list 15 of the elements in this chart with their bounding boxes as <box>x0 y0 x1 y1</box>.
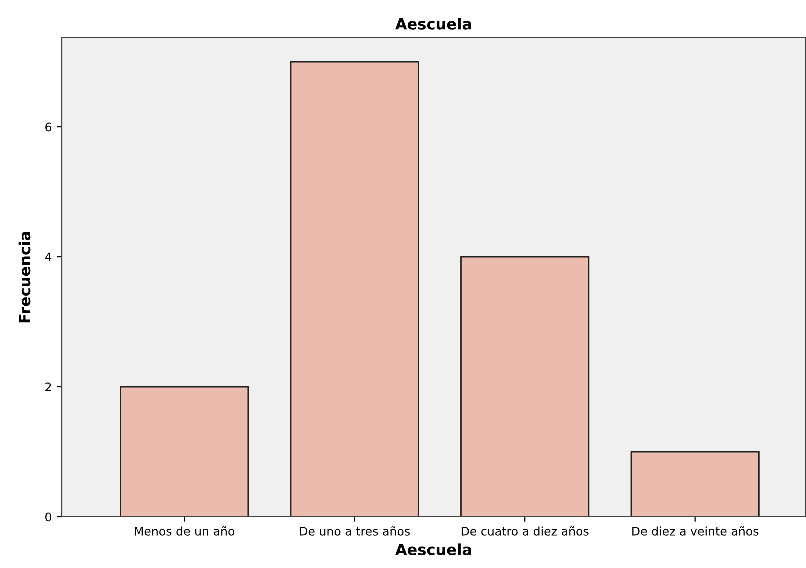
y-axis-title: Frecuencia <box>18 232 31 323</box>
x-axis-title: Aescuela <box>396 544 472 556</box>
y-tick-label: 0 <box>46 512 52 522</box>
bar <box>120 386 250 517</box>
x-tick-label: De cuatro a diez años <box>462 526 589 536</box>
bar <box>630 451 760 517</box>
y-tick-label: 4 <box>45 252 52 262</box>
bar <box>460 256 590 517</box>
y-tick-label: 2 <box>46 382 52 392</box>
x-tick-label: De uno a tres años <box>300 526 410 536</box>
y-tick-label: 6 <box>46 122 52 132</box>
chart-title: Aescuela <box>396 18 472 30</box>
x-tick-label: Menos de un año <box>135 526 235 536</box>
x-tick-label: De diez a veinte años <box>632 526 759 536</box>
bar <box>290 61 420 517</box>
